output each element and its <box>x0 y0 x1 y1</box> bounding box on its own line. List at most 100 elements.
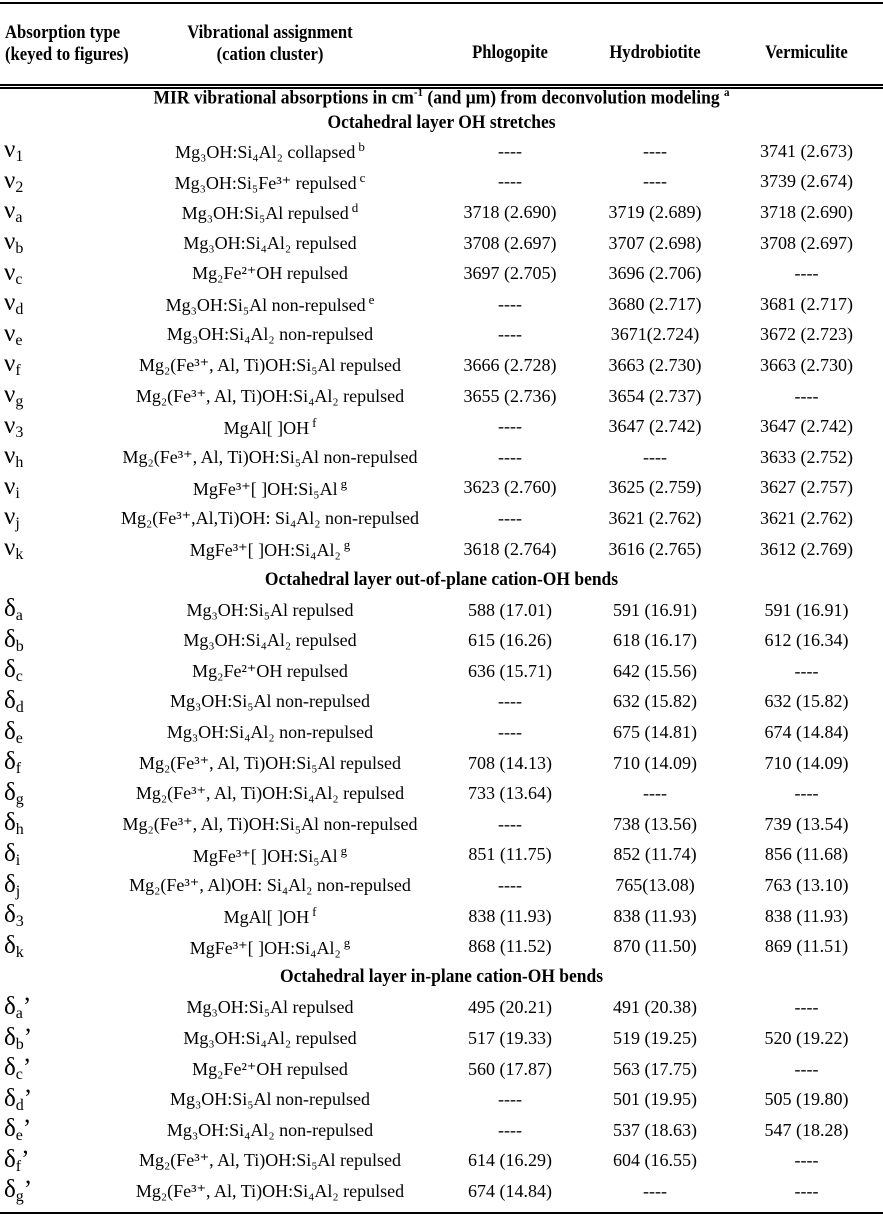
symbol: ν <box>4 411 16 439</box>
vermiculite-value: 3627 (2.757) <box>760 477 853 498</box>
hydrobiotite-value: 3719 (2.689) <box>608 201 702 222</box>
symbol: ν <box>4 197 16 225</box>
caption-exponent: -1 <box>413 84 424 99</box>
assignment-text: Mg₂Fe²⁺OH repulsed <box>192 263 348 284</box>
header-absorption-type: Absorption type (keyed to figures) <box>5 6 129 82</box>
hydrobiotite-value: 3707 (2.698) <box>608 232 702 253</box>
phlogopite-value: 3623 (2.760) <box>463 477 557 498</box>
absorption-type: ν2 <box>0 167 100 198</box>
phlogopite-value: ---- <box>498 416 522 437</box>
table-caption: MIR vibrational absorptions in cm-1 (and… <box>35 84 847 110</box>
vermiculite-value: 632 (15.82) <box>764 691 849 712</box>
absorption-type: δf’ <box>0 1146 100 1177</box>
header-line: (cation cluster) <box>216 45 324 65</box>
table-row: δg Mg₂(Fe³⁺, Al, Ti)OH:Si₄Al₂ repulsed 733… <box>0 778 883 809</box>
absorption-type: δb <box>0 626 100 657</box>
hydrobiotite-value: 3696 (2.706) <box>608 263 702 284</box>
vibrational-assignment: Mg₃OH:Si₄Al₂ non-repulsed <box>100 717 440 748</box>
assignment-text: Mg₃OH:Si₄Al₂ repulsed <box>183 1028 357 1049</box>
assignment-text: Mg₂(Fe³⁺, Al, Ti)OH:Si₄Al₂ repulsed <box>135 783 405 804</box>
symbol: δ <box>4 748 16 776</box>
table-row: νc Mg₂Fe²⁺OH repulsed 3697 (2.705) 3696 (2.… <box>0 258 883 289</box>
hydrobiotite-value: 563 (17.75) <box>613 1058 697 1079</box>
symbol-subscript: d <box>15 698 24 716</box>
absorption-type: ν3 <box>0 411 100 442</box>
phlogopite-value: ---- <box>498 1089 522 1110</box>
table-row: νe Mg₃OH:Si₄Al₂ non-repulsed ---- 3671(2.72… <box>0 320 883 351</box>
absorption-type: νa <box>0 197 100 228</box>
phlogopite-value: 708 (14.13) <box>468 752 552 773</box>
table-row: ν2 Mg₃OH:Si₅Fe³⁺ repulsed c ---- ---- 3739 (2… <box>0 167 883 198</box>
vibrational-assignment: Mg₃OH:Si₄Al₂ non-repulsed <box>100 320 440 351</box>
vibrational-assignment: Mg₃OH:Si₅Al non-repulsed <box>100 1084 440 1115</box>
assignment-text: MgAl[ ]OH <box>223 417 310 438</box>
hydrobiotite-value: 870 (11.50) <box>613 936 697 957</box>
vibrational-assignment: Mg₂(Fe³⁺,Al,Ti)OH: Si₄Al₂ non-repulsed <box>100 503 440 534</box>
section-title: Octahedral layer OH stretches <box>327 112 556 133</box>
phlogopite-value: 3708 (2.697) <box>463 232 557 253</box>
symbol: ν <box>4 166 16 194</box>
hydrobiotite-value: 604 (16.55) <box>613 1150 697 1171</box>
symbol-subscript: f <box>15 1157 22 1175</box>
footnote-marker: g <box>340 842 348 858</box>
vibrational-assignment: Mg₂Fe²⁺OH repulsed <box>100 1054 440 1085</box>
symbol-subscript: k <box>15 546 24 564</box>
vibrational-assignment: Mg₃OH:Si₅Al non-repulsed <box>100 687 440 718</box>
assignment-text: Mg₂(Fe³⁺, Al, Ti)OH:Si₅Al non-repulsed <box>122 446 418 467</box>
phlogopite-value: ---- <box>498 293 522 314</box>
absorption-type: δj <box>0 870 100 901</box>
symbol-prime: ’ <box>23 1084 33 1112</box>
footnote-marker: g <box>343 537 351 553</box>
absorption-type: δa <box>0 595 100 626</box>
table-row: δf Mg₂(Fe³⁺, Al, Ti)OH:Si₅Al repulsed 708 … <box>0 748 883 779</box>
assignment-text: Mg₂(Fe³⁺, Al, Ti)OH:Si₅Al non-repulsed <box>122 813 418 834</box>
footnote-marker: g <box>343 934 351 950</box>
table-row: δe Mg₃OH:Si₄Al₂ non-repulsed ---- 675 (14.8… <box>0 717 883 748</box>
assignment-text: Mg₃OH:Si₅Al repulsed <box>181 203 349 224</box>
symbol: δ <box>4 931 16 959</box>
hydrobiotite-value: 591 (16.91) <box>613 599 697 620</box>
symbol: ν <box>4 472 16 500</box>
phlogopite-value: 3666 (2.728) <box>463 354 557 375</box>
absorption-type: δd’ <box>0 1084 100 1115</box>
vibrational-assignment: Mg₂(Fe³⁺, Al, Ti)OH:Si₄Al₂ repulsed <box>100 1176 440 1207</box>
assignment-text: Mg₂Fe²⁺OH repulsed <box>192 660 348 681</box>
assignment-text: Mg₃OH:Si₅Al repulsed <box>186 599 354 620</box>
header-line: (keyed to figures) <box>5 45 129 65</box>
footnote-marker: d <box>351 200 359 216</box>
vibrational-assignment: Mg₃OH:Si₄Al₂ repulsed <box>100 228 440 259</box>
header-vibrational-assignment: Vibrational assignment (cation cluster) <box>117 6 423 82</box>
symbol-subscript: a <box>15 1004 23 1022</box>
symbol: δ <box>4 992 16 1020</box>
vermiculite-value: 710 (14.09) <box>764 752 849 773</box>
vibrational-assignment: Mg₃OH:Si₅Al repulsed d <box>100 197 440 228</box>
symbol-subscript: 3 <box>15 913 24 931</box>
hydrobiotite-value: 491 (20.38) <box>613 997 697 1018</box>
assignment-text: MgFe³⁺[ ]OH:Si₄Al₂ <box>189 937 341 958</box>
symbol-prime: ’ <box>23 1023 33 1051</box>
absorption-type: δh <box>0 809 100 840</box>
assignment-text: MgFe³⁺[ ]OH:Si₅Al <box>192 845 338 866</box>
section-title: Octahedral layer in-plane cation-OH bend… <box>279 966 604 988</box>
bottom-rule <box>0 1212 883 1214</box>
vibrational-assignment: Mg₃OH:Si₄Al₂ collapsed b <box>100 136 440 167</box>
absorption-type: νk <box>0 534 100 565</box>
section-header: Octahedral layer out-of-plane cation-OH … <box>0 564 883 595</box>
top-rule <box>0 2 883 4</box>
symbol-prime: ’ <box>22 1115 32 1143</box>
table-row: νi MgFe³⁺[ ]OH:Si₅Al g 3623 (2.760) 3625 (2.… <box>0 473 883 504</box>
hydrobiotite-value: ---- <box>643 446 667 467</box>
symbol-subscript: f <box>15 760 22 778</box>
symbol-subscript: i <box>15 851 21 869</box>
symbol-subscript: j <box>15 515 20 533</box>
table-body: MIR vibrational absorptions in cm-1 (and… <box>0 84 883 1207</box>
vermiculite-value: 520 (19.22) <box>764 1028 849 1049</box>
symbol-subscript: j <box>15 882 21 900</box>
symbol-subscript: h <box>15 454 24 472</box>
assignment-text: MgFe³⁺[ ]OH:Si₅Al <box>192 478 338 499</box>
vermiculite-value: 763 (13.10) <box>764 875 849 896</box>
absorption-type: δe’ <box>0 1115 100 1146</box>
vermiculite-value: 3718 (2.690) <box>760 201 853 222</box>
vibrational-assignment: MgFe³⁺[ ]OH:Si₄Al₂ g <box>100 931 440 962</box>
vermiculite-value: ---- <box>794 1150 819 1171</box>
